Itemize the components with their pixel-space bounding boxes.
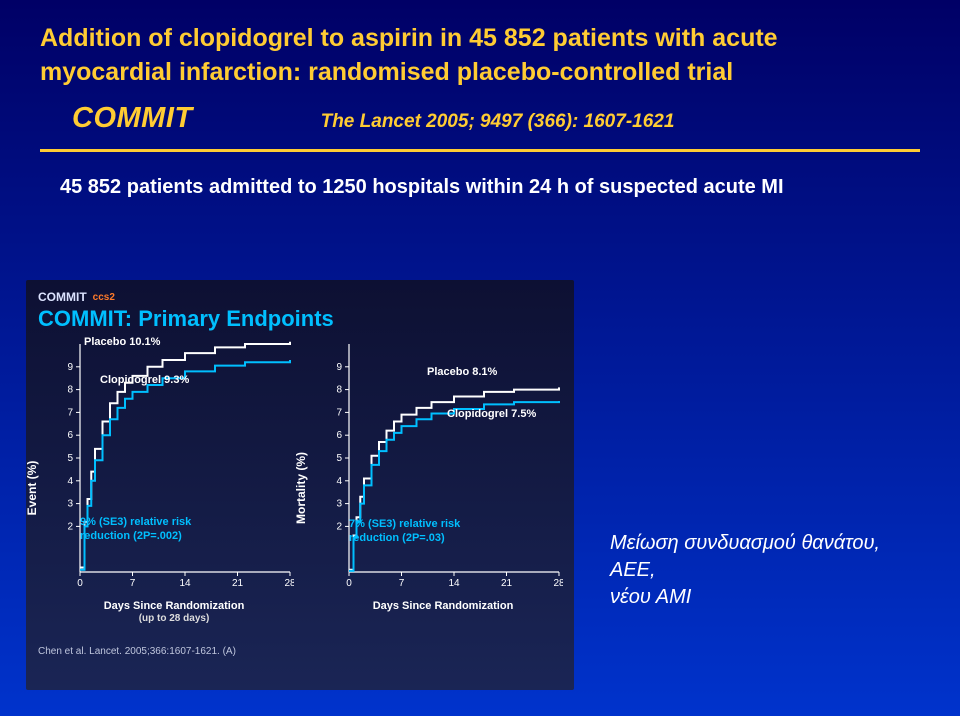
title-line2: myocardial infarction: randomised placeb… xyxy=(40,58,733,86)
svg-text:8: 8 xyxy=(336,385,342,396)
svg-text:6: 6 xyxy=(336,430,342,441)
clopidogrel-label: Clopidogrel 7.5% xyxy=(447,408,536,420)
subtitle-text: 45 852 patients admitted to 1250 hospita… xyxy=(0,152,960,199)
placebo-label: Placebo 10.1% xyxy=(84,336,160,348)
greek-note: Μείωση συνδυασμού θανάτου, ΑΕΕ, νέου ΑΜΙ xyxy=(610,530,930,611)
svg-text:8: 8 xyxy=(67,385,73,396)
placebo-label: Placebo 8.1% xyxy=(427,366,497,378)
svg-text:4: 4 xyxy=(336,476,342,487)
commit-label: COMMIT xyxy=(72,102,193,135)
svg-text:3: 3 xyxy=(336,499,342,510)
svg-text:21: 21 xyxy=(501,578,513,589)
greek-note-l2: νέου ΑΜΙ xyxy=(610,586,691,608)
svg-text:6: 6 xyxy=(67,430,73,441)
x-axis-label: Days Since Randomization xyxy=(323,600,563,612)
svg-text:0: 0 xyxy=(77,578,83,589)
clopidogrel-label: Clopidogrel 9.3% xyxy=(100,374,189,386)
svg-text:4: 4 xyxy=(67,476,73,487)
svg-text:7: 7 xyxy=(130,578,136,589)
svg-text:28: 28 xyxy=(553,578,563,589)
citation-text: The Lancet 2005; 9497 (366): 1607-1621 xyxy=(321,111,675,133)
chart-title: COMMIT: Primary Endpoints xyxy=(38,306,562,332)
brand-ccs: ccs2 xyxy=(93,292,115,303)
svg-text:7: 7 xyxy=(336,407,342,418)
svg-text:2: 2 xyxy=(67,521,73,532)
svg-text:21: 21 xyxy=(232,578,244,589)
title-line1: Addition of clopidogrel to aspirin in 45… xyxy=(40,24,778,52)
svg-text:9: 9 xyxy=(67,362,73,373)
svg-text:14: 14 xyxy=(179,578,191,589)
svg-text:14: 14 xyxy=(448,578,460,589)
svg-text:2: 2 xyxy=(336,521,342,532)
event-panel: Event (%)2345678907142128Days Since Rand… xyxy=(38,338,293,638)
y-axis-label: Event (%) xyxy=(25,461,39,516)
svg-text:7: 7 xyxy=(399,578,405,589)
risk-reduction-note: 7% (SE3) relative riskreduction (2P=.03) xyxy=(349,518,460,546)
svg-text:5: 5 xyxy=(336,453,342,464)
svg-text:9: 9 xyxy=(336,362,342,373)
svg-text:0: 0 xyxy=(346,578,352,589)
svg-text:7: 7 xyxy=(67,407,73,418)
svg-text:28: 28 xyxy=(284,578,294,589)
greek-note-l1: Μείωση συνδυασμού θανάτου, ΑΕΕ, xyxy=(610,532,880,581)
chart-container: COMMIT ccs2 COMMIT: Primary Endpoints Ev… xyxy=(26,280,574,690)
brand-commit: COMMIT xyxy=(38,290,87,304)
x-axis-label: Days Since Randomization(up to 28 days) xyxy=(54,600,294,624)
risk-reduction-note: 9% (SE3) relative riskreduction (2P=.002… xyxy=(80,516,191,544)
chart-source: Chen et al. Lancet. 2005;366:1607-1621. … xyxy=(38,646,562,657)
svg-text:3: 3 xyxy=(67,499,73,510)
svg-text:5: 5 xyxy=(67,453,73,464)
y-axis-label: Mortality (%) xyxy=(294,452,308,524)
mortality-panel: Mortality (%)2345678907142128Days Since … xyxy=(307,338,562,638)
